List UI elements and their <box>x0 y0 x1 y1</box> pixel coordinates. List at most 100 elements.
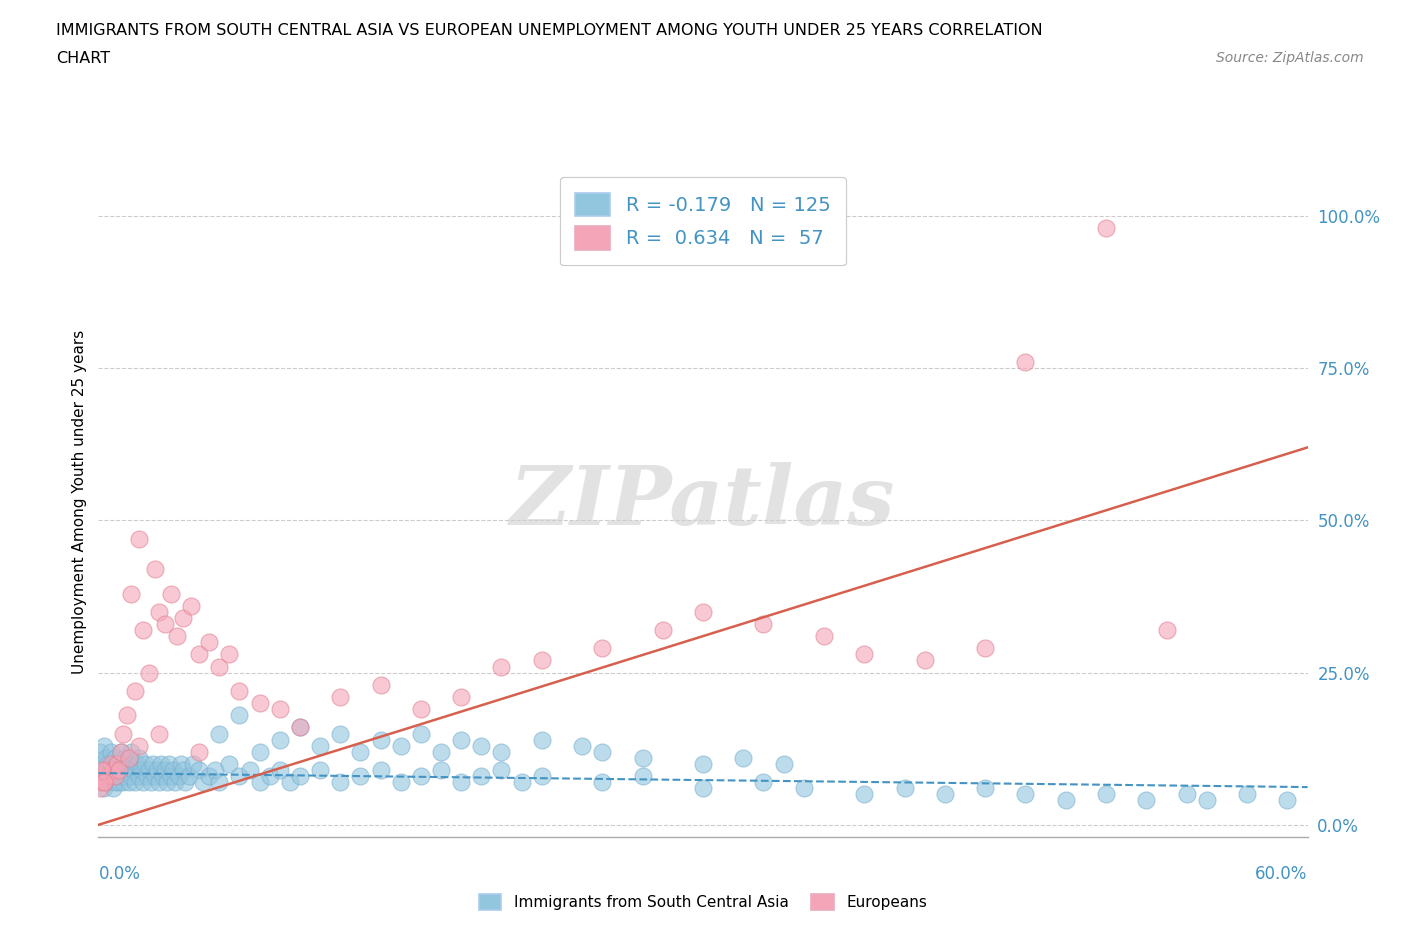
Point <box>772 756 794 771</box>
Point <box>631 769 654 784</box>
Point <box>120 586 142 601</box>
Point <box>110 744 132 759</box>
Point <box>188 744 211 759</box>
Point <box>105 756 128 771</box>
Point <box>389 738 412 753</box>
Point <box>1277 793 1299 808</box>
Point <box>510 775 533 790</box>
Point <box>1014 787 1036 802</box>
Point <box>138 763 160 777</box>
Point <box>853 787 876 802</box>
Point <box>193 775 215 790</box>
Point <box>118 751 141 765</box>
Point <box>198 769 221 784</box>
Point <box>450 689 472 704</box>
Point <box>100 769 122 784</box>
Point <box>349 769 371 784</box>
Point <box>142 756 165 771</box>
Point <box>389 775 412 790</box>
Point <box>89 781 111 796</box>
Point <box>129 763 152 777</box>
Point <box>143 562 166 577</box>
Point <box>1236 787 1258 802</box>
Point <box>148 726 170 741</box>
Point <box>163 775 186 790</box>
Point <box>329 775 352 790</box>
Point <box>470 738 492 753</box>
Point <box>269 763 291 777</box>
Point <box>100 744 122 759</box>
Point <box>218 647 240 662</box>
Point <box>893 781 915 796</box>
Point <box>100 756 122 771</box>
Point <box>103 769 125 784</box>
Point <box>1095 787 1118 802</box>
Point <box>370 732 392 747</box>
Point <box>89 769 111 784</box>
Point <box>269 702 291 717</box>
Point <box>89 744 111 759</box>
Point <box>409 769 432 784</box>
Point <box>409 726 432 741</box>
Point <box>288 720 311 735</box>
Point <box>146 763 169 777</box>
Point <box>288 769 311 784</box>
Point <box>259 769 281 784</box>
Point <box>148 604 170 619</box>
Point <box>208 726 231 741</box>
Point <box>288 720 311 735</box>
Point <box>329 689 352 704</box>
Point <box>148 775 170 790</box>
Point <box>174 775 197 790</box>
Text: ZIPatlas: ZIPatlas <box>510 462 896 542</box>
Point <box>103 751 125 765</box>
Point <box>91 756 114 771</box>
Point <box>121 763 143 777</box>
Point <box>111 726 134 741</box>
Point <box>124 775 146 790</box>
Point <box>591 775 613 790</box>
Point <box>93 775 115 790</box>
Point <box>278 775 301 790</box>
Point <box>370 763 392 777</box>
Point <box>198 635 221 650</box>
Point <box>208 775 231 790</box>
Point <box>530 769 553 784</box>
Point <box>853 647 876 662</box>
Point <box>249 775 271 790</box>
Point <box>128 738 150 753</box>
Point <box>97 756 120 771</box>
Point <box>430 763 453 777</box>
Point <box>135 769 157 784</box>
Point <box>692 781 714 796</box>
Point <box>96 769 118 784</box>
Point <box>409 702 432 717</box>
Point <box>110 769 132 784</box>
Point <box>107 763 129 777</box>
Point <box>91 763 114 777</box>
Point <box>125 756 148 771</box>
Point <box>491 659 513 674</box>
Point <box>111 775 134 790</box>
Point <box>692 756 714 771</box>
Point <box>491 763 513 777</box>
Point <box>160 586 183 601</box>
Point <box>177 769 201 784</box>
Point <box>249 696 271 711</box>
Point <box>132 622 155 637</box>
Point <box>793 781 815 796</box>
Text: CHART: CHART <box>56 51 110 66</box>
Point <box>89 775 111 790</box>
Point <box>1014 354 1036 369</box>
Point <box>114 769 136 784</box>
Point <box>93 781 115 796</box>
Point <box>1095 220 1118 235</box>
Point <box>101 763 124 777</box>
Point <box>914 653 936 668</box>
Point <box>172 610 194 625</box>
Point <box>530 653 553 668</box>
Point <box>93 775 115 790</box>
Point <box>91 769 114 784</box>
Point <box>97 769 120 784</box>
Point <box>430 744 453 759</box>
